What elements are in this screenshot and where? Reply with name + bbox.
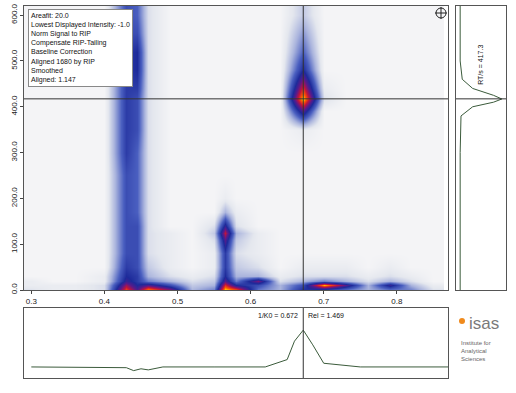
svg-text:0.3: 0.3 xyxy=(26,297,38,306)
svg-text:Institute forAnalyticalScience: Institute forAnalyticalSciences xyxy=(461,340,491,362)
svg-text:600.0: 600.0 xyxy=(10,3,19,24)
svg-text:0.5: 0.5 xyxy=(172,297,184,306)
svg-text:0.6: 0.6 xyxy=(245,297,257,306)
svg-text:0.8: 0.8 xyxy=(391,297,403,306)
svg-text:1/K0 = 0.672: 1/K0 = 0.672 xyxy=(258,312,298,319)
svg-text:isas: isas xyxy=(469,314,499,333)
svg-text:0.7: 0.7 xyxy=(318,297,330,306)
svg-text:200.0: 200.0 xyxy=(10,187,19,208)
svg-text:0.0: 0.0 xyxy=(10,283,19,295)
svg-text:RT/s = 417.3: RT/s = 417.3 xyxy=(477,45,484,85)
svg-text:300.0: 300.0 xyxy=(10,141,19,162)
svg-text:100.0: 100.0 xyxy=(10,232,19,253)
svg-text:400.0: 400.0 xyxy=(10,95,19,116)
svg-text:Areafit: 20.0Lowest Displayed: Areafit: 20.0Lowest Displayed Intensity:… xyxy=(31,12,130,84)
svg-text:Rel = 1.469: Rel = 1.469 xyxy=(308,312,344,319)
svg-text:0.4: 0.4 xyxy=(99,297,111,306)
svg-text:500.0: 500.0 xyxy=(10,49,19,70)
